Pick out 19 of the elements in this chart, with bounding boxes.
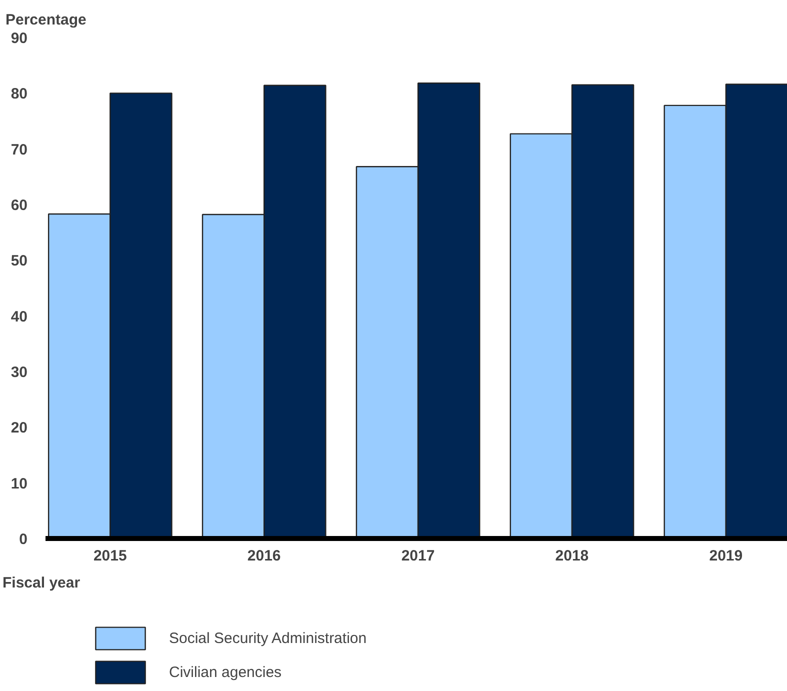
y-tick-label: 50 <box>10 252 28 270</box>
x-axis-title: Fiscal year <box>2 574 80 592</box>
chart-title: Percentage <box>6 12 86 28</box>
y-tick-label: 0 <box>19 531 28 548</box>
x-tick-label: 2015 <box>93 548 127 564</box>
y-tick-label: 60 <box>10 197 28 214</box>
x-tick-label: 2018 <box>555 548 589 564</box>
x-tick-label: 2019 <box>709 548 743 564</box>
x-tick-label: 2016 <box>247 548 281 564</box>
y-tick-label: 30 <box>10 364 28 381</box>
y-tick-label: 90 <box>10 30 28 47</box>
legend-label: Social Security Administration <box>169 630 367 646</box>
legend-label: Civilian agencies <box>169 664 282 680</box>
y-tick-label: 70 <box>10 141 28 158</box>
y-tick-label: 20 <box>10 420 28 437</box>
y-tick-label: 10 <box>10 475 28 492</box>
y-tick-label: 40 <box>10 308 28 326</box>
x-tick-label: 2017 <box>401 548 435 564</box>
y-tick-label: 80 <box>10 86 28 103</box>
